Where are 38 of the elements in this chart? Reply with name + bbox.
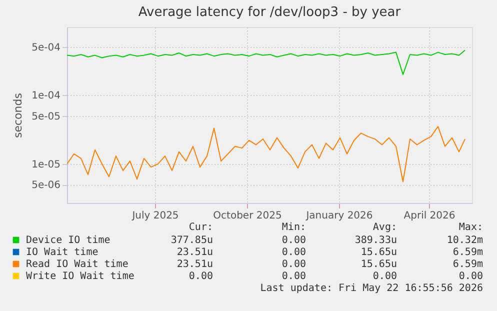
text: Max: (458, 222, 483, 233)
y-tick-label: 1e-04 (32, 90, 60, 102)
legend-label: Write IO Wait time (26, 271, 134, 282)
text: 15.65u (360, 259, 397, 270)
text: 23.51u (176, 247, 213, 258)
chart-title: Average latency for /dev/loop3 - by year (138, 5, 402, 20)
text: 389.33u (354, 235, 397, 246)
line-series (67, 50, 466, 75)
text: 0.00 (282, 247, 306, 258)
x-tick-label: July 2025 (131, 210, 179, 222)
text: Last update: Fri May 22 16:55:56 2026 (260, 283, 483, 294)
text: 0.00 (188, 271, 213, 282)
text: Cur: (188, 222, 213, 233)
legend-label: IO Wait time (26, 247, 98, 258)
text: 15.65u (360, 247, 397, 258)
line-series (67, 126, 466, 182)
text: 6.59m (452, 259, 483, 270)
legend-label: Read IO Wait time (26, 259, 128, 270)
text: 0.00 (282, 259, 306, 270)
text: 0.00 (282, 235, 306, 246)
text: 0.00 (282, 271, 306, 282)
text: 0.00 (458, 271, 483, 282)
text: 377.85u (170, 235, 213, 246)
y-tick-label: 5e-04 (32, 42, 60, 54)
x-tick-label: January 2026 (305, 210, 373, 222)
text: Avg: (372, 222, 397, 233)
text: 23.51u (176, 259, 213, 270)
x-tick-label: April 2026 (404, 210, 456, 222)
y-tick-label: 5e-06 (32, 180, 60, 192)
text: 6.59m (452, 247, 483, 258)
y-axis-title: seconds (12, 92, 25, 138)
text: 0.00 (372, 271, 397, 282)
text: 10.32m (446, 235, 483, 246)
text: Min: (282, 222, 306, 233)
y-tick-label: 1e-05 (32, 159, 60, 170)
legend-label: Device IO time (26, 235, 110, 246)
x-tick-label: October 2025 (213, 210, 282, 222)
y-tick-label: 5e-05 (32, 111, 60, 122)
